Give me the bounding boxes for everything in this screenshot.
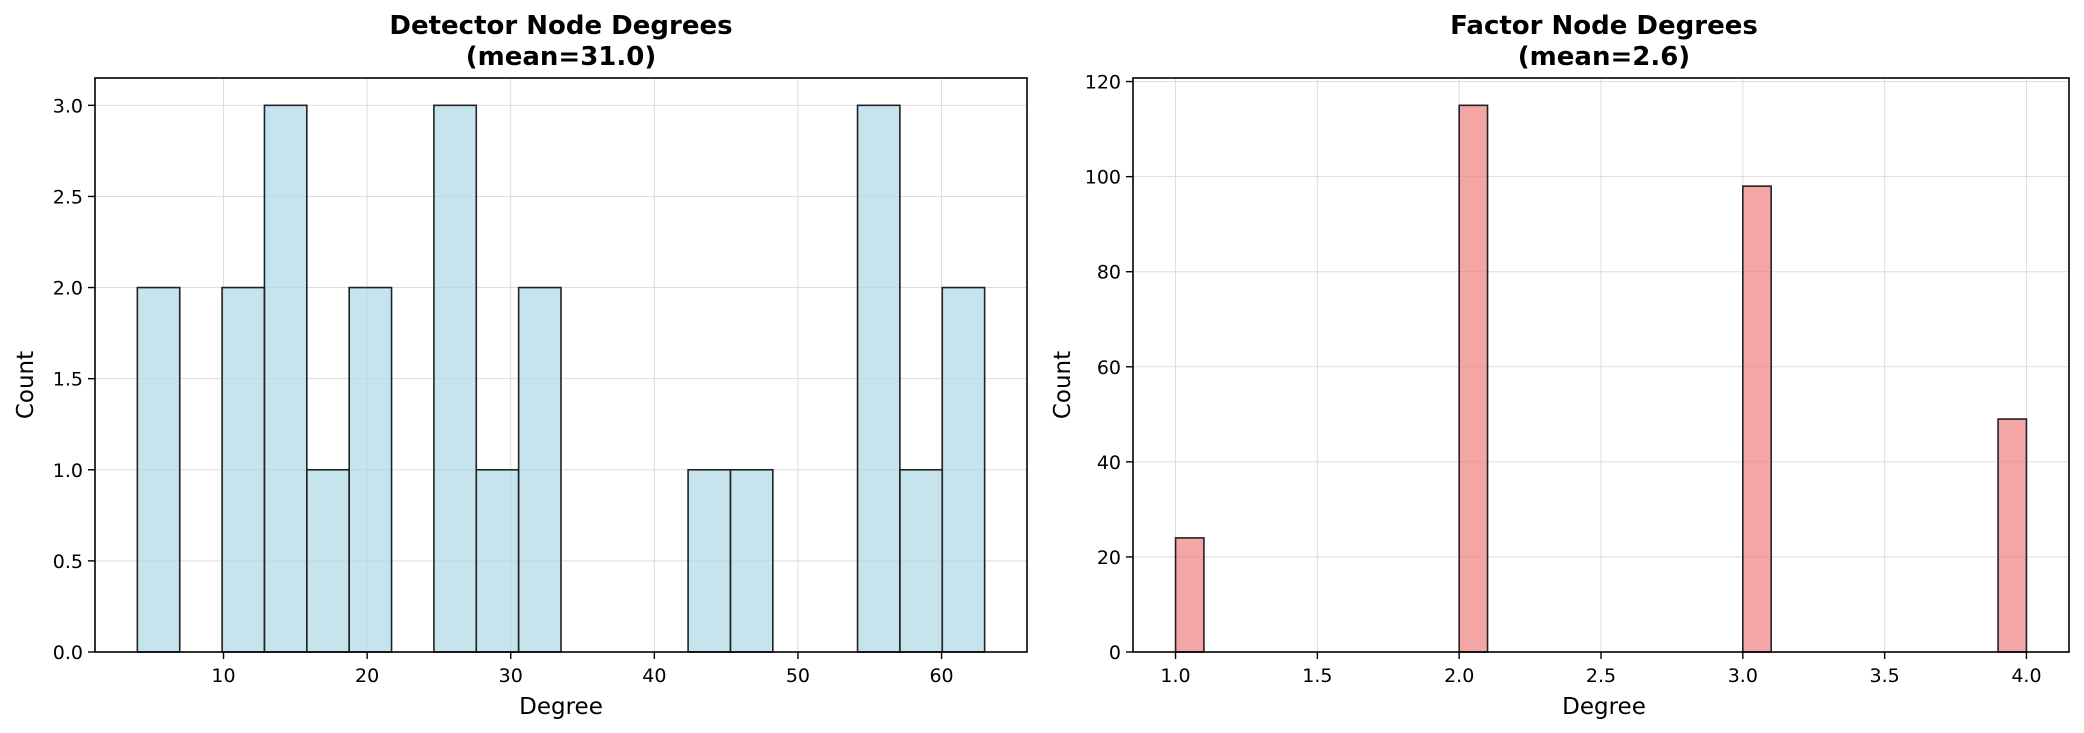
x-axis-label: Degree: [519, 694, 603, 720]
plot-frame: [94, 77, 1028, 653]
x-tick-label: 1.0: [1160, 665, 1190, 687]
chart-subtitle: (mean=2.6): [1518, 42, 1690, 72]
y-tick-label: 0: [1109, 642, 1121, 664]
chart-title: Detector Node Degrees: [389, 11, 732, 41]
histogram-bar: [433, 104, 478, 653]
histogram-bar: [729, 468, 774, 653]
chart-title: Factor Node Degrees: [1450, 11, 1758, 41]
y-tick-label: 40: [1097, 452, 1121, 474]
histogram-bar: [136, 286, 181, 653]
x-tick-label: 20: [355, 665, 379, 687]
x-tick-label: 3.5: [1870, 665, 1900, 687]
y-tick-label: 2.5: [53, 186, 83, 208]
x-tick-label: 2.0: [1444, 665, 1474, 687]
histogram-bar: [348, 286, 393, 653]
histogram-bar: [517, 286, 562, 653]
histogram-bar: [475, 468, 520, 653]
y-tick-label: 100: [1085, 167, 1121, 189]
histogram-bar: [1742, 185, 1772, 653]
y-tick-label: 0.0: [53, 642, 83, 664]
detector-degree-chart: Detector Node Degrees (mean=31.0) Degree…: [13, 11, 1028, 720]
histogram-bar: [856, 104, 901, 653]
histogram-bar: [899, 468, 944, 653]
x-tick-label: 1.5: [1302, 665, 1332, 687]
x-tick-label: 2.5: [1586, 665, 1616, 687]
x-tick-label: 10: [211, 665, 235, 687]
y-tick-label: 120: [1085, 72, 1121, 94]
histogram-bar: [941, 286, 986, 653]
x-axis-label: Degree: [1562, 694, 1646, 720]
x-tick-label: 50: [786, 665, 810, 687]
factor-degree-chart: Factor Node Degrees (mean=2.6) Degree Co…: [1050, 11, 2070, 720]
y-axis-label: Count: [13, 351, 39, 419]
histogram-bar: [306, 468, 350, 653]
histogram-bar: [1174, 537, 1205, 653]
y-tick-label: 0.5: [53, 551, 83, 573]
x-tick-label: 3.0: [1728, 665, 1758, 687]
histogram-bar: [221, 286, 266, 653]
y-axis-label: Count: [1050, 351, 1076, 419]
y-tick-label: 60: [1097, 357, 1121, 379]
y-tick-label: 80: [1097, 262, 1121, 284]
histogram-bar: [263, 104, 308, 653]
y-tick-label: 1.0: [53, 460, 83, 482]
x-tick-label: 30: [499, 665, 523, 687]
x-tick-label: 40: [642, 665, 666, 687]
histogram-bar: [1997, 418, 2028, 653]
y-tick-label: 20: [1097, 547, 1121, 569]
x-tick-label: 60: [929, 665, 953, 687]
y-tick-label: 2.0: [53, 278, 83, 300]
histogram-bar: [1458, 104, 1489, 653]
y-tick-label: 3.0: [53, 95, 83, 117]
histogram-bar: [687, 468, 732, 653]
x-tick-label: 4.0: [2011, 665, 2041, 687]
y-tick-label: 1.5: [53, 369, 83, 391]
chart-subtitle: (mean=31.0): [466, 42, 656, 72]
